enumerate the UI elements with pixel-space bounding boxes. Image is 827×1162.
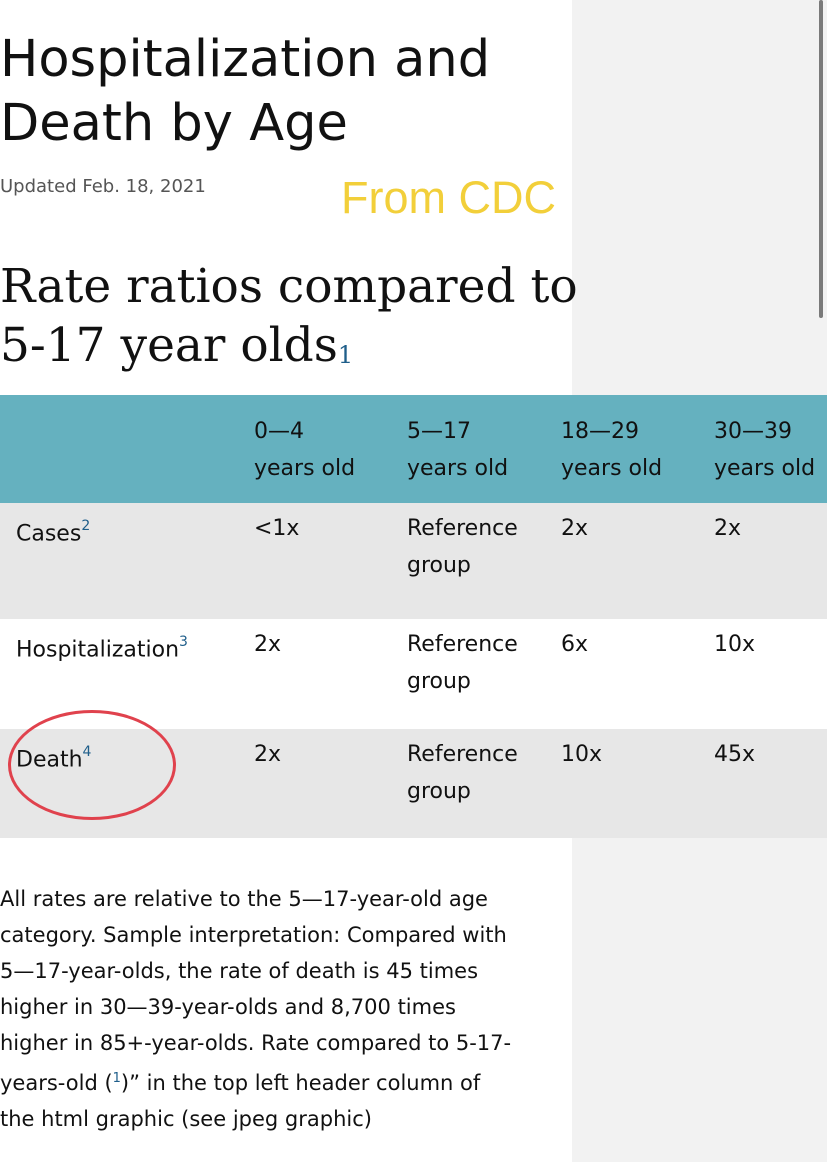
row-label-text: Cases (16, 521, 82, 547)
reference-text: Reference (407, 516, 518, 541)
reference-text: group (407, 553, 471, 578)
header-cell-5-17: 5—17 years old (399, 395, 553, 503)
header-cell-empty (0, 395, 246, 503)
row-label-hospitalization: Hospitalization3 (0, 619, 246, 729)
note-line-with-footnote: years-old (1)” in the top left header co… (0, 1061, 565, 1101)
note-line: 5—17-year-olds, the rate of death is 45 … (0, 959, 479, 983)
table-row-cases: Cases2 <1x Reference group 2x 2x (0, 503, 827, 619)
interpretation-note: All rates are relative to the 5—17-year-… (0, 881, 565, 1137)
header-cell-0-4: 0—4 years old (246, 395, 399, 503)
annotation-circle (8, 710, 176, 820)
section-title-line-2-text: 5-17 year olds (0, 318, 338, 373)
cell-hospitalization-18-29: 6x (561, 632, 589, 657)
row-label-text: Hospitalization (16, 637, 180, 663)
section-title: Rate ratios compared to 5-17 year olds1 (0, 257, 578, 383)
cell-hospitalization-30-39: 10x (714, 632, 756, 657)
scrollbar-thumb[interactable] (819, 0, 823, 318)
note-text: )” in the top left header column of (120, 1071, 481, 1095)
section-title-line-1: Rate ratios compared to (0, 259, 578, 314)
reference-text: group (407, 669, 471, 694)
cell-cases-0-4: <1x (254, 516, 300, 541)
cell-death-5-17: Reference group (399, 729, 553, 838)
header-cell-18-29: 18—29 years old (553, 395, 706, 503)
table-row-hospitalization: Hospitalization3 2x Reference group 6x 10… (0, 619, 827, 729)
footnote-link-1[interactable]: 1 (112, 1071, 121, 1086)
note-line: the html graphic (see jpeg graphic) (0, 1107, 372, 1131)
reference-text: group (407, 779, 471, 804)
table-header-row: 0—4 years old 5—17 years old 18—29 years… (0, 395, 827, 503)
reference-text: Reference (407, 632, 518, 657)
right-side-panel (572, 0, 827, 1162)
header-age-range: 18—29 (561, 419, 639, 444)
cell-cases-30-39: 2x (714, 516, 742, 541)
note-line: higher in 30—39-year-olds and 8,700 time… (0, 995, 456, 1019)
note-text: years-old ( (0, 1071, 113, 1095)
section-title-footnote-link[interactable]: 1 (337, 341, 354, 369)
footnote-link-2[interactable]: 2 (81, 518, 91, 534)
header-age-unit: years old (254, 456, 356, 481)
cell-death-0-4: 2x (254, 742, 282, 767)
header-age-range: 30—39 (714, 419, 792, 444)
section-title-line-2: 5-17 year olds1 (0, 316, 578, 383)
header-cell-30-39: 30—39 years old (706, 395, 827, 503)
page-title-line-2: Death by Age (0, 94, 348, 153)
note-line: All rates are relative to the 5—17-year-… (0, 887, 488, 911)
footnote-link-3[interactable]: 3 (179, 634, 188, 650)
header-age-range: 5—17 (407, 419, 471, 444)
page-title: Hospitalization and Death by Age (0, 28, 490, 156)
updated-date: Updated Feb. 18, 2021 (0, 176, 206, 197)
cell-hospitalization-0-4: 2x (254, 632, 282, 657)
header-age-unit: years old (714, 456, 816, 481)
page-title-line-1: Hospitalization and (0, 30, 491, 89)
header-age-range: 0—4 (254, 419, 304, 444)
cell-cases-18-29: 2x (561, 516, 589, 541)
cell-death-18-29: 10x (561, 742, 603, 767)
cell-cases-5-17: Reference group (399, 503, 553, 619)
note-line: higher in 85+-year-olds. Rate compared t… (0, 1031, 512, 1055)
cell-death-30-39: 45x (714, 742, 756, 767)
cell-hospitalization-5-17: Reference group (399, 619, 553, 729)
header-age-unit: years old (561, 456, 663, 481)
rate-ratio-table: 0—4 years old 5—17 years old 18—29 years… (0, 395, 827, 838)
reference-text: Reference (407, 742, 518, 767)
note-line: category. Sample interpretation: Compare… (0, 923, 507, 947)
row-label-cases: Cases2 (0, 503, 246, 619)
header-age-unit: years old (407, 456, 509, 481)
source-watermark: From CDC (341, 172, 556, 223)
